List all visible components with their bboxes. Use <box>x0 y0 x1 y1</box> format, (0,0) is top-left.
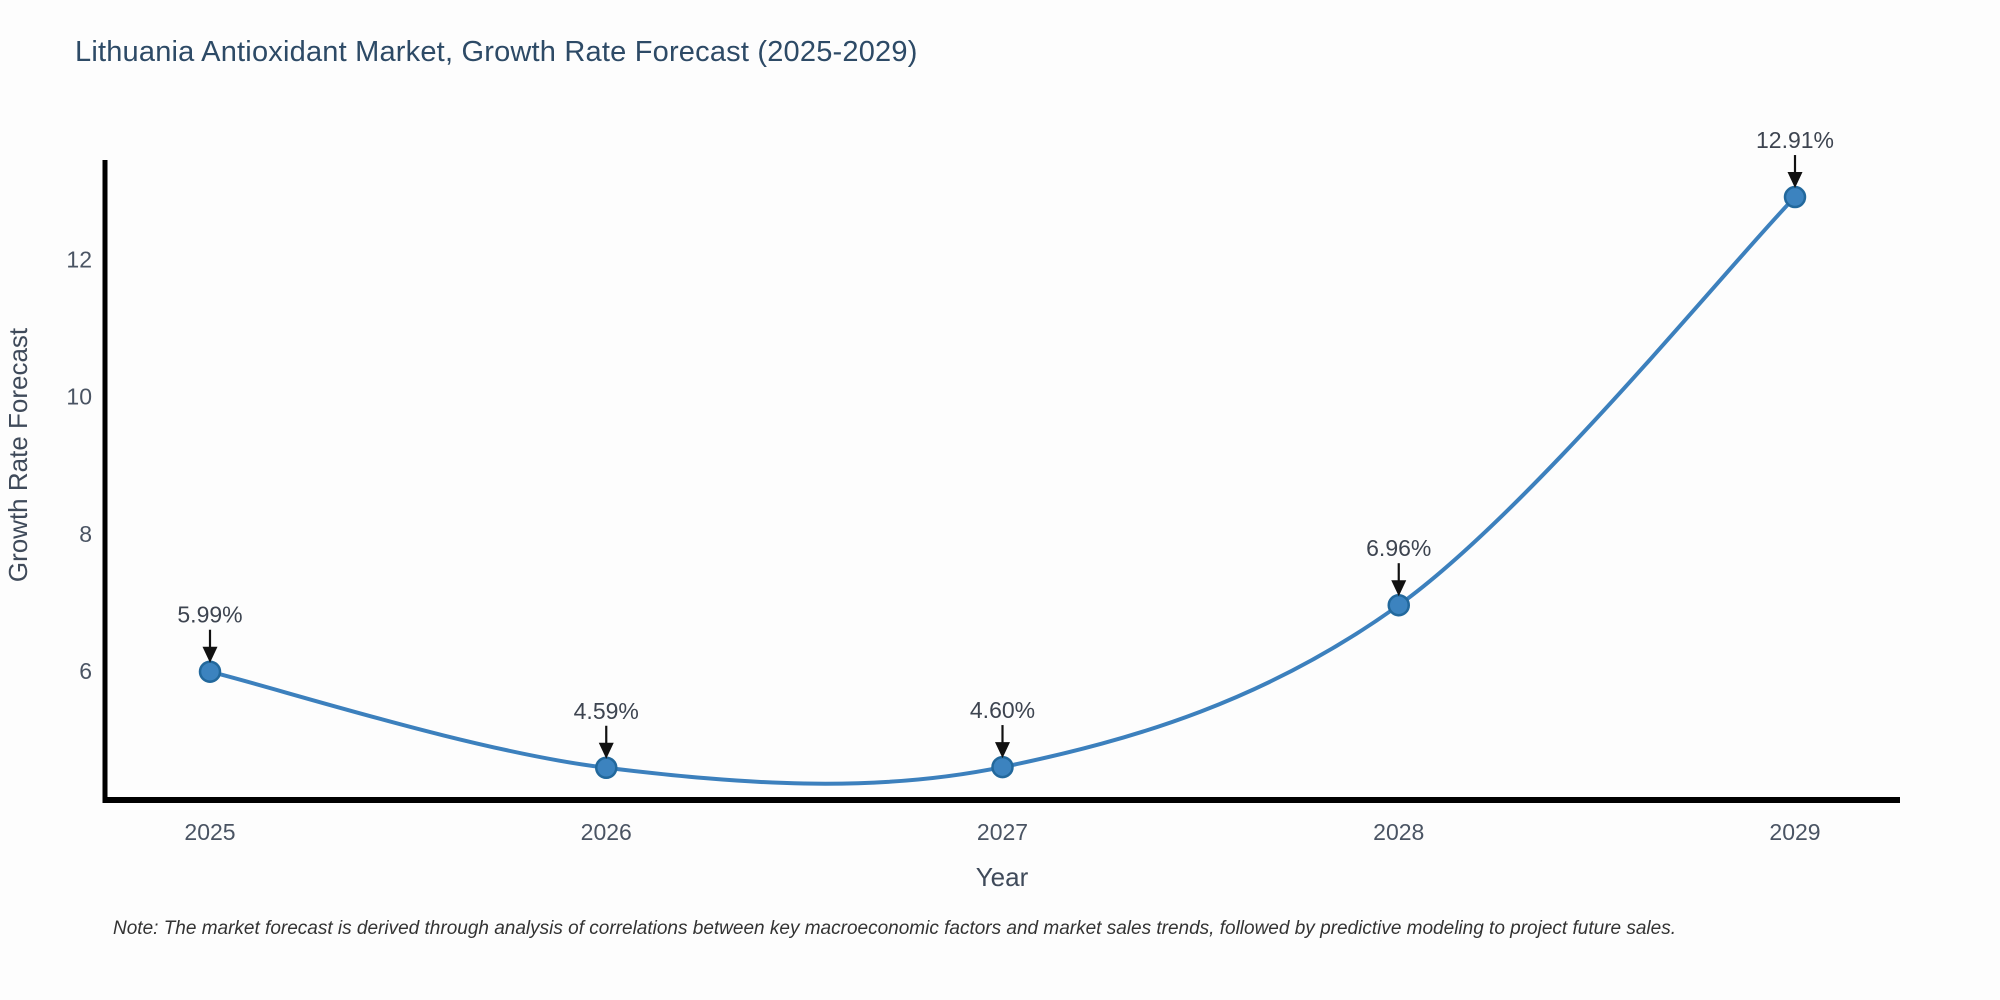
data-point-marker <box>198 660 222 683</box>
data-point-marker <box>1783 185 1807 209</box>
y-axis-title: Growth Rate Forecast <box>3 327 33 582</box>
axes-layer: 6 8 10 12 2025 2026 2027 2028 2029 <box>66 160 1900 845</box>
annotation-arrowhead <box>202 646 218 663</box>
annotation-arrowhead <box>995 742 1010 759</box>
data-point-marker <box>595 756 618 780</box>
annotation-label: 5.99% <box>177 602 242 628</box>
y-tick-label: 10 <box>66 384 92 410</box>
series-line <box>208 195 1797 786</box>
x-tick-label: 2026 <box>581 819 632 845</box>
chart-title: Lithuania Antioxidant Market, Growth Rat… <box>75 36 918 68</box>
x-axis-title: Year <box>976 862 1029 892</box>
data-point-marker <box>1387 593 1410 617</box>
annotation-arrowhead <box>598 742 614 759</box>
annotation-label: 12.91% <box>1756 127 1834 153</box>
series-layer <box>198 185 1807 786</box>
annotation-label: 6.96% <box>1366 535 1431 561</box>
y-tick-label: 12 <box>66 246 92 272</box>
annotation-arrowhead <box>1787 172 1803 189</box>
x-tick-label: 2025 <box>184 819 235 845</box>
x-tick-label: 2028 <box>1373 819 1424 845</box>
data-point-marker <box>991 755 1014 779</box>
y-tick-label: 8 <box>79 521 92 547</box>
footnote: Note: The market forecast is derived thr… <box>113 918 1676 939</box>
annotation-arrowhead <box>1391 580 1407 597</box>
annotation-label: 4.59% <box>574 698 639 724</box>
x-tick-label: 2027 <box>977 819 1028 845</box>
annotation-label: 4.60% <box>970 697 1035 723</box>
y-tick-label: 6 <box>79 658 92 684</box>
x-tick-label: 2029 <box>1769 819 1820 845</box>
annotations-layer: 5.99% 4.59% 4.60% 6.96% 12.91% <box>177 127 1834 759</box>
